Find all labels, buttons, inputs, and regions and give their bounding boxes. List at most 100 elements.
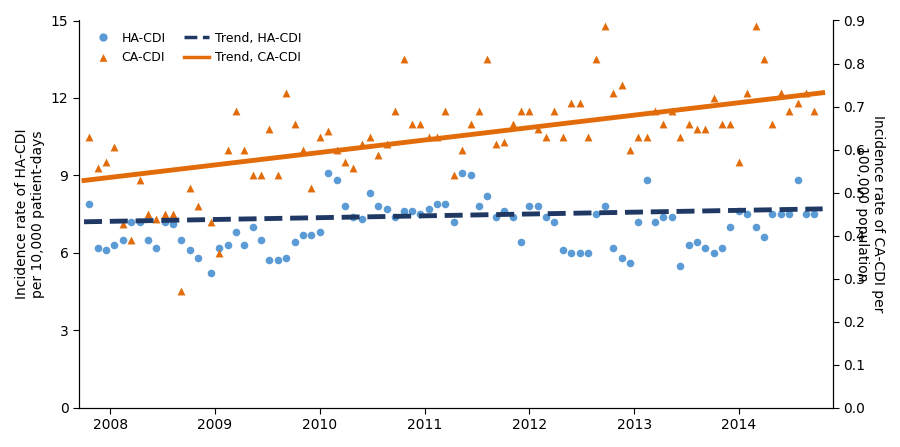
Point bbox=[564, 100, 579, 107]
Point bbox=[203, 218, 218, 225]
Point bbox=[91, 244, 105, 251]
Point bbox=[615, 81, 629, 89]
Point bbox=[229, 107, 243, 114]
Point bbox=[790, 177, 805, 184]
Point bbox=[212, 249, 227, 256]
Point bbox=[505, 120, 519, 127]
Point bbox=[656, 213, 670, 220]
Point bbox=[790, 100, 805, 107]
Point bbox=[555, 133, 570, 140]
Point bbox=[321, 169, 336, 176]
Point bbox=[455, 169, 470, 176]
Point bbox=[547, 218, 562, 225]
Point bbox=[149, 215, 164, 223]
Point bbox=[648, 218, 662, 225]
Point bbox=[706, 94, 721, 101]
Point bbox=[254, 172, 268, 179]
Point bbox=[183, 185, 197, 192]
Point bbox=[304, 231, 319, 238]
Point bbox=[158, 211, 172, 218]
Point bbox=[689, 125, 704, 132]
Point bbox=[572, 100, 587, 107]
Point bbox=[598, 22, 612, 29]
Point bbox=[262, 125, 276, 132]
Point bbox=[472, 107, 486, 114]
Point bbox=[774, 89, 788, 97]
Point bbox=[765, 120, 779, 127]
Point bbox=[732, 159, 746, 166]
Point bbox=[749, 224, 763, 231]
Point bbox=[715, 244, 729, 251]
Point bbox=[547, 107, 562, 114]
Point bbox=[421, 133, 436, 140]
Point bbox=[99, 159, 113, 166]
Point bbox=[279, 254, 293, 261]
Point bbox=[413, 211, 428, 218]
Point bbox=[580, 133, 595, 140]
Point bbox=[590, 211, 604, 218]
Point bbox=[623, 260, 637, 267]
Point bbox=[405, 208, 419, 215]
Point bbox=[798, 211, 813, 218]
Point bbox=[312, 133, 327, 140]
Point bbox=[262, 257, 276, 264]
Point bbox=[664, 107, 679, 114]
Point bbox=[481, 55, 495, 63]
Point bbox=[321, 128, 336, 135]
Point bbox=[522, 203, 536, 210]
Point bbox=[715, 120, 729, 127]
Point bbox=[774, 211, 788, 218]
Point bbox=[631, 133, 645, 140]
Point bbox=[572, 249, 587, 256]
Point bbox=[271, 172, 285, 179]
Point bbox=[91, 164, 105, 171]
Point bbox=[757, 234, 771, 241]
Point bbox=[698, 244, 713, 251]
Point bbox=[606, 244, 620, 251]
Point bbox=[229, 228, 243, 236]
Point bbox=[107, 241, 122, 249]
Point bbox=[765, 211, 779, 218]
Point bbox=[355, 141, 369, 148]
Point bbox=[564, 249, 579, 256]
Point bbox=[279, 89, 293, 97]
Point bbox=[673, 133, 688, 140]
Point bbox=[464, 120, 478, 127]
Point bbox=[82, 133, 96, 140]
Point bbox=[681, 241, 696, 249]
Point bbox=[732, 208, 746, 215]
Point bbox=[749, 22, 763, 29]
Y-axis label: Incidence rate of HA-CDI
per 10,000 patient-days: Incidence rate of HA-CDI per 10,000 pati… bbox=[15, 129, 45, 299]
Point bbox=[706, 249, 721, 256]
Point bbox=[304, 185, 319, 192]
Point bbox=[396, 55, 410, 63]
Point bbox=[689, 239, 704, 246]
Point bbox=[430, 200, 445, 207]
Point bbox=[312, 228, 327, 236]
Point bbox=[296, 231, 310, 238]
Point bbox=[698, 125, 713, 132]
Point bbox=[639, 133, 653, 140]
Point bbox=[530, 203, 544, 210]
Point bbox=[782, 107, 796, 114]
Point bbox=[237, 241, 251, 249]
Point bbox=[522, 107, 536, 114]
Point bbox=[388, 107, 402, 114]
Point bbox=[724, 224, 738, 231]
Point bbox=[623, 146, 637, 153]
Point bbox=[481, 192, 495, 199]
Point bbox=[191, 203, 205, 210]
Point bbox=[807, 211, 822, 218]
Point bbox=[166, 221, 180, 228]
Point bbox=[140, 236, 155, 244]
Point bbox=[639, 177, 653, 184]
Point bbox=[514, 239, 528, 246]
Point bbox=[363, 133, 377, 140]
Point bbox=[271, 257, 285, 264]
Point bbox=[505, 213, 519, 220]
Point bbox=[782, 211, 796, 218]
Point bbox=[99, 247, 113, 254]
Point bbox=[107, 143, 122, 151]
Point bbox=[124, 236, 139, 244]
Point bbox=[598, 203, 612, 210]
